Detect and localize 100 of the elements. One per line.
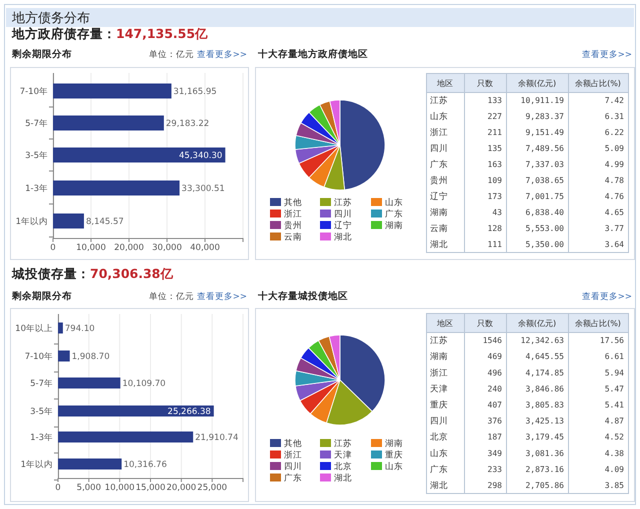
data-label: 6,838.40 [525, 208, 564, 217]
category-label: 山东 [430, 111, 448, 122]
legend-label: 江苏 [334, 197, 352, 208]
data-label: 109 [488, 176, 502, 185]
x-tick-label: 0 [50, 243, 56, 253]
y-tick-label: 5-7年 [30, 378, 53, 389]
text: 查看更多>> [582, 49, 632, 60]
data-label: 5.94 [604, 368, 624, 378]
data-label: 45,340.30 [179, 151, 222, 161]
text: 地区 [436, 79, 453, 88]
category-label: 湖北 [430, 480, 448, 491]
legend-label: 湖南 [385, 438, 403, 449]
bar [58, 432, 194, 442]
data-label: 31,165.95 [173, 87, 217, 97]
data-label: 469 [488, 352, 502, 362]
x-tick-label: 15,000 [136, 483, 166, 493]
data-label: 4.99 [604, 160, 624, 169]
data-label: 298 [488, 480, 502, 490]
data-label: 3,425.13 [525, 416, 564, 426]
data-label: 211 [488, 128, 502, 137]
data-label: 1,908.70 [72, 352, 110, 362]
data-label: 407 [488, 400, 502, 410]
text: 余额(亿元) [518, 319, 556, 328]
category-label: 天津 [430, 383, 448, 394]
bar [58, 322, 63, 334]
text: 只数 [477, 79, 493, 88]
data-label: 227 [488, 112, 502, 121]
data-label: 8,145.57 [86, 217, 124, 227]
data-label: 17.56 [600, 336, 624, 346]
chart-title: 剩余期限分布 [11, 290, 72, 302]
data-label: 6.31 [604, 112, 624, 121]
text: 单位：亿元 [148, 291, 194, 302]
data-label: 5.09 [604, 144, 624, 153]
x-tick-label: 30,000 [152, 243, 182, 253]
text: 城投债存量： [11, 266, 90, 281]
bar [58, 406, 214, 416]
legend-label: 湖北 [334, 472, 352, 484]
data-label: 7,001.75 [525, 192, 564, 201]
legend-label: 山东 [385, 461, 403, 472]
data-label: 3,179.45 [525, 432, 564, 442]
bar [53, 214, 84, 228]
legend-label: 四川 [284, 461, 302, 472]
y-tick-label: 3-5年 [30, 406, 53, 417]
y-tick-label: 7-10年 [20, 86, 48, 97]
category-label: 山东 [430, 448, 448, 459]
legend-label: 重庆 [385, 450, 403, 460]
data-label: 10,109.70 [122, 379, 166, 389]
x-tick-label: 10,000 [104, 483, 135, 493]
text: 地方政府债存量： [11, 26, 116, 41]
data-label: 4,174.85 [525, 368, 564, 378]
legend-label: 辽宁 [334, 220, 352, 231]
category-label: 贵州 [430, 175, 448, 186]
legend-label: 湖南 [385, 220, 403, 231]
legend-label: 广东 [284, 472, 302, 484]
data-label: 3,081.36 [525, 448, 564, 458]
data-label: 496 [488, 368, 502, 378]
data-label: 3,805.83 [525, 400, 564, 410]
y-tick-label: 1年以内 [20, 459, 53, 470]
y-tick-label: 10年以上 [15, 323, 53, 334]
legend-label: 贵州 [284, 220, 302, 231]
data-label: 187 [488, 432, 502, 442]
category-label: 重庆 [430, 399, 448, 410]
bar [58, 458, 122, 470]
data-label: 21,910.74 [195, 433, 238, 443]
data-label: 4.09 [604, 464, 624, 474]
x-tick-label: 5,000 [76, 483, 102, 493]
data-label: 376 [488, 416, 502, 426]
category-label: 四川 [430, 416, 448, 427]
chart-title: 十大存量城投债地区 [257, 290, 348, 302]
data-label: 2,705.86 [525, 480, 564, 490]
bar [53, 180, 180, 196]
data-label: 7,337.03 [525, 160, 564, 169]
x-tick-label: 20,000 [114, 243, 144, 253]
data-label: 29,183.22 [166, 119, 210, 129]
text: 地方债务分布 [11, 10, 90, 26]
data-label: 794.10 [64, 324, 95, 334]
legend-label: 广东 [385, 208, 403, 220]
data-label: 7,038.65 [525, 176, 564, 185]
bar [58, 350, 70, 362]
y-tick-label: 3-5年 [25, 150, 48, 161]
data-label: 4.78 [604, 176, 624, 185]
legend-label: 其他 [284, 438, 302, 449]
category-label: 北京 [430, 432, 448, 443]
bar [53, 116, 164, 130]
data-label: 43 [492, 208, 502, 217]
data-label: 173 [488, 192, 502, 201]
y-tick-label: 1-3年 [30, 432, 53, 443]
data-label: 240 [488, 384, 502, 394]
legend-label: 天津 [334, 450, 352, 460]
data-label: 5.47 [604, 384, 624, 394]
bar [58, 378, 120, 388]
category-label: 江苏 [430, 335, 448, 346]
text: 余额占比(%) [575, 319, 621, 328]
data-label: 5,553.00 [525, 224, 564, 233]
chart-title: 十大存量地方政府债地区 [257, 48, 368, 60]
text: 余额(亿元) [518, 79, 556, 88]
x-tick-label: 0 [55, 483, 61, 493]
category-label: 云南 [430, 223, 448, 234]
data-label: 7,489.56 [525, 144, 564, 153]
text: 查看更多>> [196, 291, 247, 302]
